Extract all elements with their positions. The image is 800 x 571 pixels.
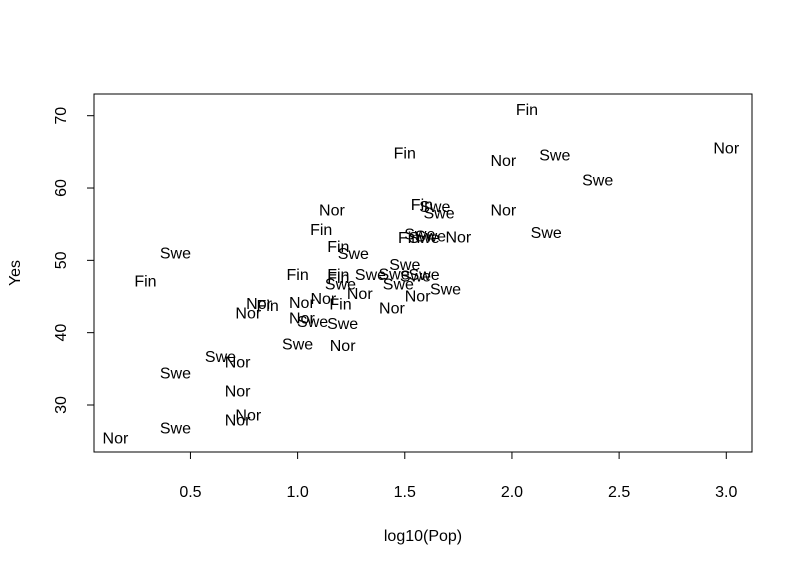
y-tick-label: 70 [53, 107, 70, 125]
x-tick-label: 2.5 [608, 484, 630, 501]
x-axis-title: log10(Pop) [384, 528, 462, 545]
point-label-swe: Swe [539, 148, 570, 165]
point-label-swe: Swe [282, 336, 313, 353]
point-label-fin: Fin [256, 298, 278, 315]
point-label-fin: Fin [411, 197, 433, 214]
point-label-swe: Swe [205, 349, 236, 366]
x-tick-label: 0.5 [179, 484, 201, 501]
point-label-nor: Nor [310, 291, 336, 308]
point-label-nor: Nor [405, 289, 431, 306]
point-label-nor: Nor [235, 305, 261, 322]
point-label-nor: Nor [490, 153, 516, 170]
point-label-swe: Swe [355, 267, 386, 284]
point-label-fin: Fin [310, 222, 332, 239]
point-label-nor: Nor [713, 140, 739, 157]
y-tick-label: 60 [53, 179, 70, 197]
x-axis: 0.5 1.0 1.5 2.0 2.5 3.0 [179, 451, 737, 501]
point-label-swe: Swe [379, 266, 410, 283]
point-label-nor: Nor [490, 203, 516, 220]
y-tick-label: 50 [53, 251, 70, 269]
point-label-fin: Fin [516, 102, 538, 119]
point-label-fin: Fin [327, 267, 349, 284]
point-label-fin: Fin [327, 239, 349, 256]
point-label-nor: Nor [235, 407, 261, 424]
point-label-nor: Nor [225, 355, 251, 372]
point-label-swe: Swe [400, 268, 431, 285]
point-label-nor: Nor [379, 300, 405, 317]
point-label-nor: Nor [445, 229, 471, 246]
point-label-nor: Nor [289, 295, 315, 312]
x-tick-label: 1.0 [286, 484, 308, 501]
x-tick-label: 3.0 [715, 484, 737, 501]
point-label-swe: Swe [160, 365, 191, 382]
point-label-nor: Nor [289, 310, 315, 327]
point-label-fin: Fin [134, 274, 156, 291]
point-label-swe: Swe [338, 246, 369, 263]
point-label-swe: Swe [160, 420, 191, 437]
point-label-swe: Swe [419, 199, 450, 216]
point-label-fin: Fin [286, 267, 308, 284]
point-label-nor: Nor [330, 338, 356, 355]
y-axis: 30 40 50 60 70 [53, 107, 95, 414]
point-label-swe: Swe [531, 225, 562, 242]
point-label-swe: Swe [409, 230, 440, 247]
point-label-nor: Nor [225, 383, 251, 400]
point-label-nor: Nor [246, 296, 272, 313]
point-label-swe: Swe [409, 267, 440, 284]
point-label-swe: Swe [327, 316, 358, 333]
x-tick-label: 1.5 [394, 484, 416, 501]
point-label-swe: Swe [424, 206, 455, 223]
point-label-swe: Swe [582, 172, 613, 189]
point-label-swe: Swe [383, 276, 414, 293]
point-label-fin: Fin [398, 230, 420, 247]
x-tick-label: 2.0 [501, 484, 523, 501]
point-label-nor: Nor [319, 203, 345, 220]
y-axis-title: Yes [7, 260, 24, 286]
point-label-fin: Fin [329, 297, 351, 314]
point-label-swe: Swe [160, 245, 191, 262]
y-tick-label: 40 [53, 324, 70, 342]
y-tick-label: 30 [53, 396, 70, 414]
point-label-swe: Swe [297, 314, 328, 331]
point-label-fin: Fin [327, 270, 349, 287]
point-label-swe: Swe [415, 229, 446, 246]
point-label-nor: Nor [347, 286, 373, 303]
point-label-nor: Nor [225, 412, 251, 429]
point-label-nor: Nor [103, 430, 129, 447]
point-label-swe: Swe [430, 281, 461, 298]
point-label-swe: Swe [325, 276, 356, 293]
point-label-swe: Swe [404, 227, 435, 244]
point-label-swe: Swe [389, 257, 420, 274]
point-label-fin: Fin [394, 146, 416, 163]
